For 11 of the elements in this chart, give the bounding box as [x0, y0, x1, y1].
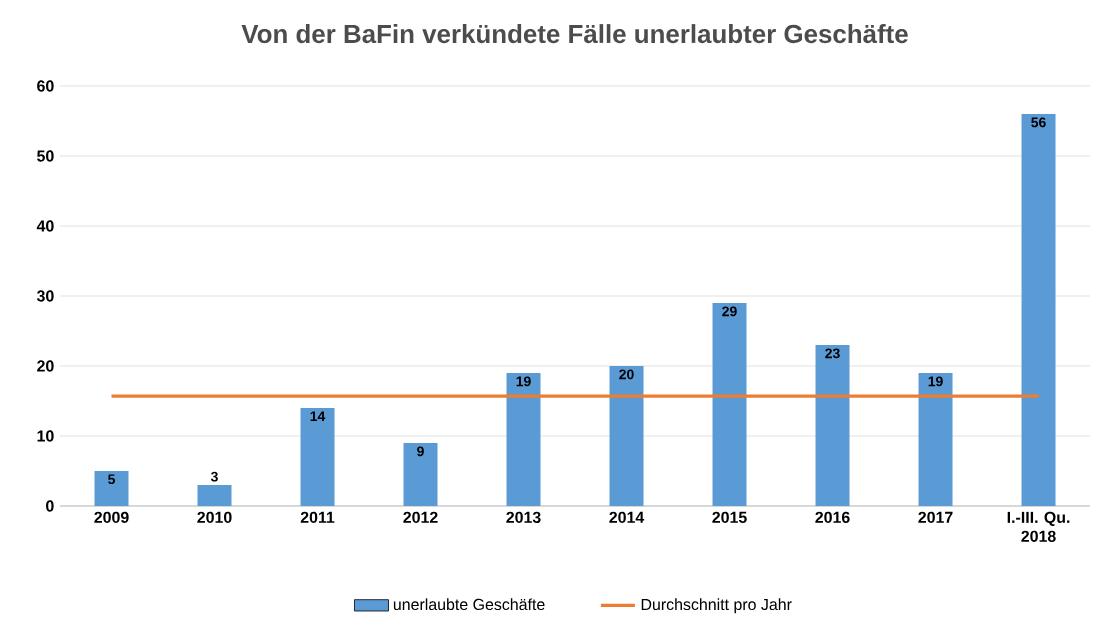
chart-title: Von der BaFin verkündete Fälle unerlaubter Geschäfte [241, 24, 908, 44]
bar [815, 345, 850, 506]
bar [609, 366, 644, 506]
bar [918, 373, 953, 506]
bar [197, 485, 232, 506]
bar [94, 471, 129, 506]
bar [1021, 114, 1056, 506]
bar [403, 443, 438, 506]
bar [300, 408, 335, 506]
bar [712, 303, 747, 506]
bar [506, 373, 541, 506]
